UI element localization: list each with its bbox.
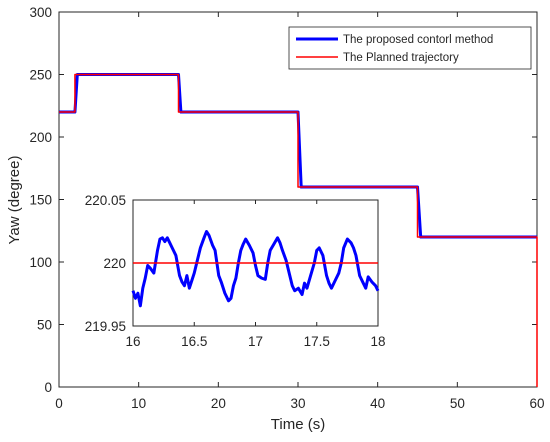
inset-series-proposed-line [131,230,380,308]
main-x-tick-label: 50 [450,396,465,411]
main-x-tick-label: 30 [290,396,305,411]
main-y-tick-label: 200 [29,130,52,145]
inset-y-axis: 219.95 220 220.05 [85,193,378,334]
inset-series-group [131,230,380,308]
inset-x-axis: 16 16.5 17 17.5 18 [125,200,386,349]
main-y-tick-label: 250 [29,68,52,83]
main-y-tick-label: 50 [37,318,52,333]
inset-x-tick-label: 17.5 [304,334,330,349]
main-series-planned-line [59,73,538,387]
main-x-tick-label: 10 [131,396,146,411]
main-x-axis-label: Time (s) [271,416,325,433]
inset-y-tick-label: 220 [103,256,126,271]
main-y-tick-label: 300 [29,5,52,20]
main-y-tick-label: 150 [29,193,52,208]
inset-plot: 16 16.5 17 17.5 18 219.95 220 220.05 [85,193,386,349]
inset-x-tick-label: 16 [125,334,140,349]
inset-y-tick-label: 220.05 [85,193,126,208]
inset-y-tick-label: 219.95 [85,319,126,334]
legend-label-planned: The Planned trajectory [343,52,459,64]
legend-box [288,26,532,70]
main-x-tick-label: 40 [370,396,385,411]
main-y-tick-label: 0 [44,380,52,395]
main-x-tick-label: 20 [211,396,226,411]
inset-x-tick-label: 17 [248,334,263,349]
main-y-tick-label: 100 [29,255,52,270]
main-series-group [59,73,538,387]
main-x-axis: 0 10 20 30 40 50 60 [55,12,545,411]
main-y-axis-label: Yaw (degree) [6,156,23,245]
main-x-tick-label: 60 [529,396,544,411]
main-y-axis: 0 50 100 150 200 250 300 [29,5,537,395]
main-x-tick-label: 0 [55,396,63,411]
inset-x-tick-label: 16.5 [181,334,207,349]
inset-x-tick-label: 18 [370,334,385,349]
legend-label-proposed: The proposed contorl method [343,34,493,46]
legend: The proposed contorl method The Planned … [288,26,532,70]
